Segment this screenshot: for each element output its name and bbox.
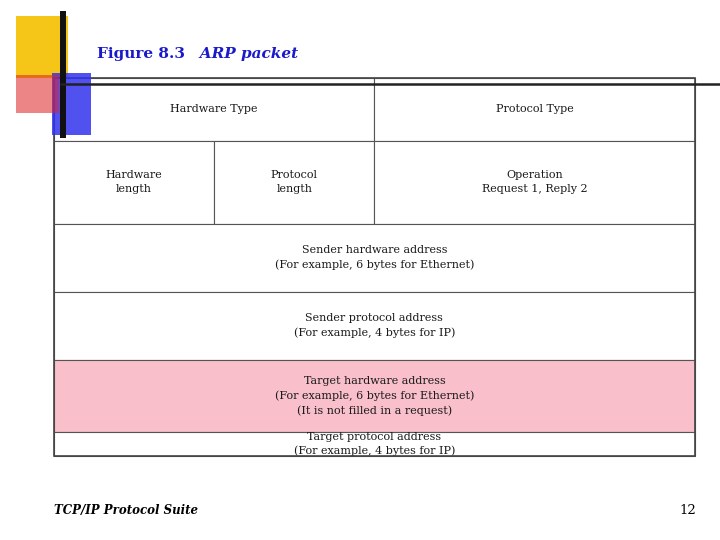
Text: Protocol Type: Protocol Type	[496, 104, 573, 114]
Bar	[54, 78, 374, 140]
Text: Sender hardware address
(For example, 6 bytes for Ethernet): Sender hardware address (For example, 6 …	[275, 245, 474, 271]
Text: Figure 8.3: Figure 8.3	[97, 47, 185, 61]
Bar	[60, 11, 66, 138]
Text: TCP/IP Protocol Suite: TCP/IP Protocol Suite	[54, 504, 198, 517]
Text: Target protocol address
(For example, 4 bytes for IP): Target protocol address (For example, 4 …	[294, 431, 455, 456]
Bar	[374, 140, 695, 224]
Text: Hardware
length: Hardware length	[106, 170, 163, 194]
Bar	[54, 140, 215, 224]
Bar	[16, 16, 68, 78]
Text: Target hardware address
(For example, 6 bytes for Ethernet)
(It is not filled in: Target hardware address (For example, 6 …	[275, 376, 474, 416]
Text: Sender protocol address
(For example, 4 bytes for IP): Sender protocol address (For example, 4 …	[294, 313, 455, 339]
Bar	[54, 360, 695, 432]
Text: Protocol
length: Protocol length	[271, 170, 318, 194]
Bar	[52, 73, 91, 135]
Text: 12: 12	[679, 504, 696, 517]
Bar	[54, 224, 695, 292]
Bar	[54, 292, 695, 360]
Bar	[54, 432, 695, 456]
Bar	[54, 78, 695, 456]
Text: ARP packet: ARP packet	[184, 47, 298, 61]
Text: Hardware Type: Hardware Type	[171, 104, 258, 114]
Bar	[374, 78, 695, 140]
Bar	[16, 75, 59, 113]
Text: Operation
Request 1, Reply 2: Operation Request 1, Reply 2	[482, 170, 588, 194]
Bar	[215, 140, 374, 224]
